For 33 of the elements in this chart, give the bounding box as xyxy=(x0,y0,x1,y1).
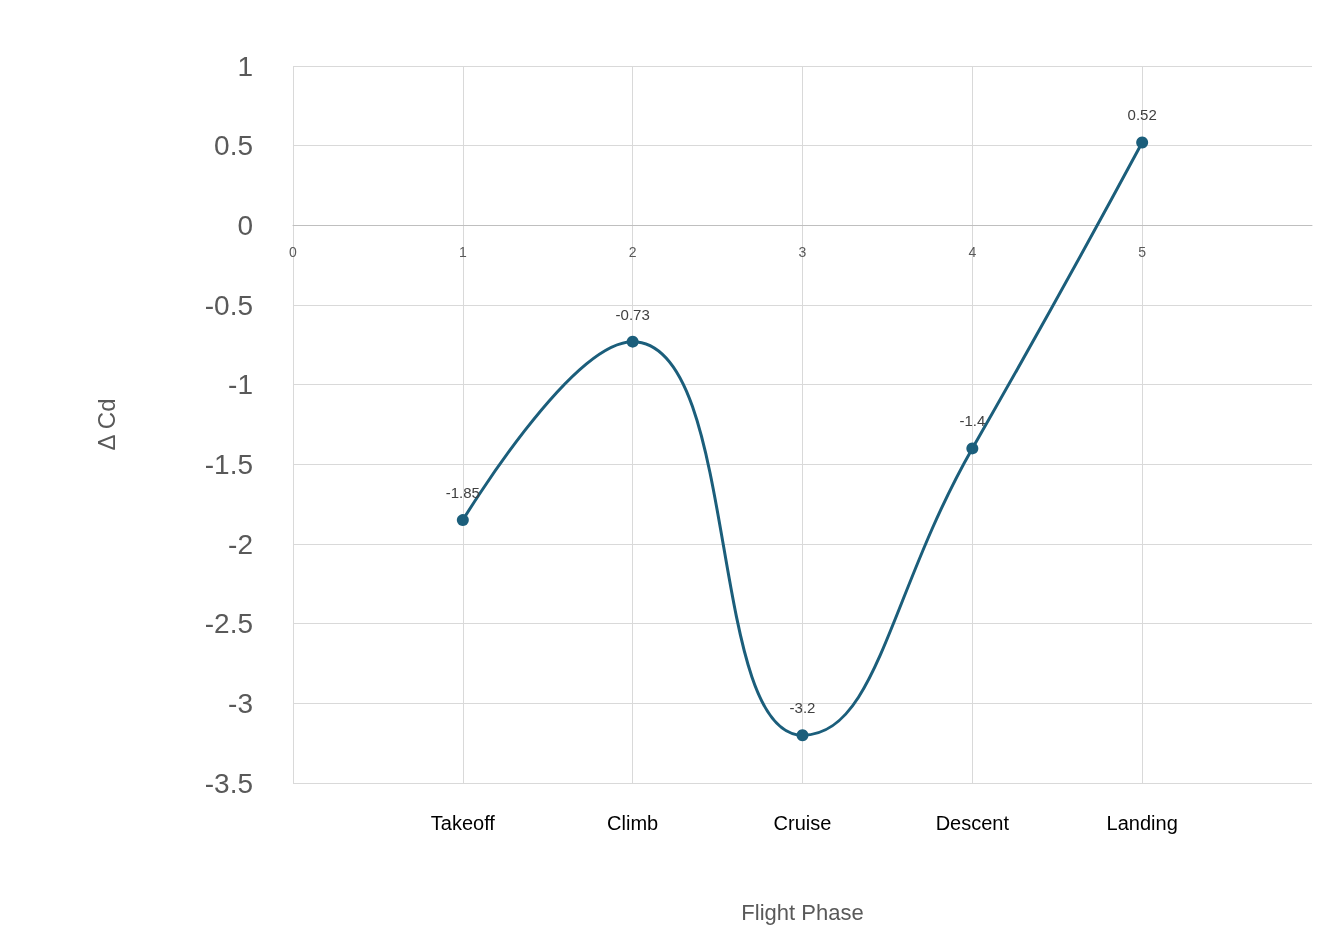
y-tick-label: -1 xyxy=(228,369,253,401)
data-label: -3.2 xyxy=(789,699,816,717)
x-tick-label: Landing xyxy=(1106,812,1178,834)
point xyxy=(626,335,639,348)
y-axis-title: Δ Cd xyxy=(92,398,120,451)
y-tick-label: -2 xyxy=(228,528,253,560)
data-label: -1.85 xyxy=(445,484,480,502)
x-tick-label: Takeoff xyxy=(430,812,496,834)
y-tick-label: -0.5 xyxy=(204,289,253,321)
y-tick-label: 1 xyxy=(237,50,253,82)
y-tick-label: 0 xyxy=(237,209,253,241)
point xyxy=(796,729,809,742)
point xyxy=(966,442,979,455)
x2-tick-label: 0 xyxy=(289,244,298,261)
x-tick-label: Cruise xyxy=(773,812,832,834)
x2-tick-label: 1 xyxy=(458,244,467,261)
x-axis-title: Flight Phase xyxy=(741,899,864,925)
y-tick-label: -2.5 xyxy=(204,608,253,640)
data-label: 0.52 xyxy=(1127,106,1157,124)
data-label: -0.73 xyxy=(615,305,650,323)
x2-tick-label: 3 xyxy=(798,244,807,261)
point xyxy=(1136,136,1149,149)
y-tick-label: 0.5 xyxy=(214,130,253,162)
y-tick-label: -1.5 xyxy=(204,448,253,480)
x-tick-label: Descent xyxy=(935,812,1010,834)
y-tick-label: -3 xyxy=(228,687,253,719)
x2-tick-label: 2 xyxy=(628,244,637,261)
y-tick-label: -3.5 xyxy=(204,767,253,799)
x2-tick-label: 4 xyxy=(968,244,977,261)
x2-tick-label: 5 xyxy=(1138,244,1147,261)
data-label: -1.4 xyxy=(959,412,986,430)
x-tick-label: Climb xyxy=(607,812,659,834)
point xyxy=(456,514,469,527)
